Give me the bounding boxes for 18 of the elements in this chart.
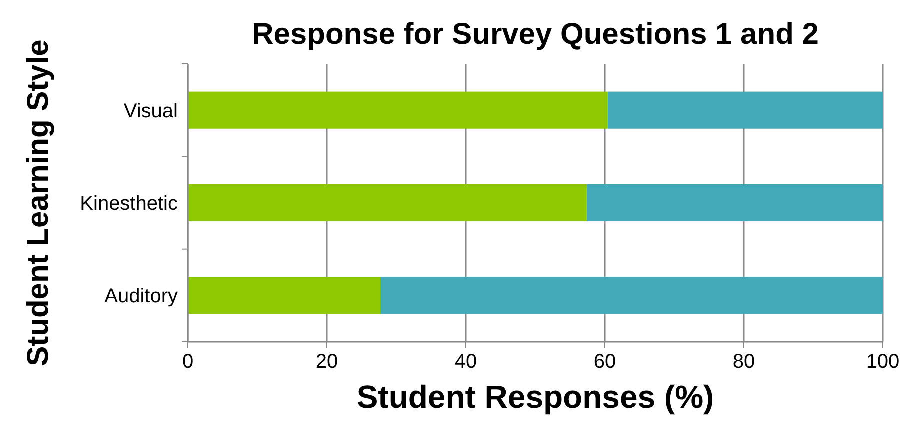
y-tick-label: Auditory [104,286,178,308]
x-tick-label: 60 [594,351,616,373]
x-tick-label: 100 [866,351,900,373]
y-tick-label: Kinesthetic [80,193,178,215]
bar [188,184,587,222]
y-tick-label: Visual [124,100,178,122]
x-tick-label: 80 [732,351,756,373]
bar [380,277,883,314]
bar [586,184,883,222]
chart-title: Response for Survey Questions 1 and 2 [252,18,819,51]
x-axis-title: Student Responses (%) [356,379,714,415]
bar [188,92,608,129]
x-tick-label: 20 [316,351,338,373]
bar [188,277,381,314]
x-tick-label: 0 [182,351,194,373]
bar [608,92,883,129]
y-axis-title: Student Learning Style [22,40,55,366]
x-tick-label: 40 [454,351,478,373]
